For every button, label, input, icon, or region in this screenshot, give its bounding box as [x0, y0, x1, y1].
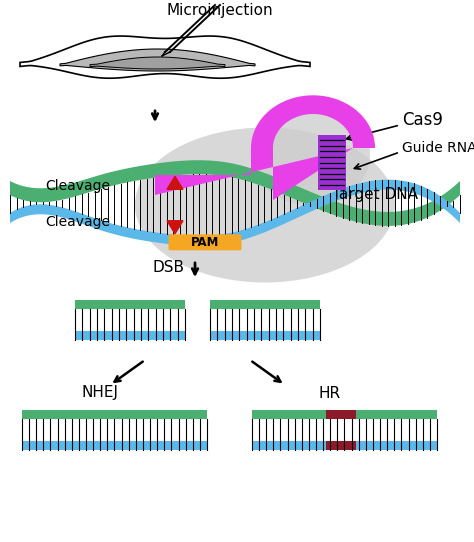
Text: Microinjection: Microinjection [167, 3, 273, 18]
Bar [326, 410, 356, 419]
Text: Guide RNA: Guide RNA [402, 141, 474, 155]
Bar [252, 441, 437, 450]
Text: DSB: DSB [153, 261, 185, 275]
Polygon shape [10, 179, 460, 246]
Polygon shape [167, 176, 183, 189]
Text: Cleavage: Cleavage [45, 179, 110, 193]
Text: Target DNA: Target DNA [332, 188, 418, 203]
Bar [22, 441, 207, 450]
Bar [252, 410, 437, 419]
Text: PAM: PAM [191, 236, 219, 249]
Bar [22, 410, 207, 419]
Ellipse shape [135, 127, 395, 282]
Polygon shape [10, 160, 460, 226]
Text: Cas9: Cas9 [402, 111, 443, 129]
Bar [318, 135, 346, 190]
Bar [75, 300, 185, 309]
Bar [75, 331, 185, 340]
Polygon shape [20, 36, 310, 78]
Polygon shape [155, 95, 375, 200]
Text: Cleavage: Cleavage [45, 215, 110, 229]
FancyBboxPatch shape [168, 234, 241, 250]
Text: HR: HR [319, 385, 341, 401]
Polygon shape [167, 221, 183, 234]
Polygon shape [90, 57, 225, 69]
Ellipse shape [250, 105, 370, 205]
Bar [326, 441, 356, 450]
Polygon shape [60, 49, 255, 71]
Text: NHEJ: NHEJ [82, 385, 118, 401]
Bar [210, 300, 320, 309]
Bar [210, 331, 320, 340]
